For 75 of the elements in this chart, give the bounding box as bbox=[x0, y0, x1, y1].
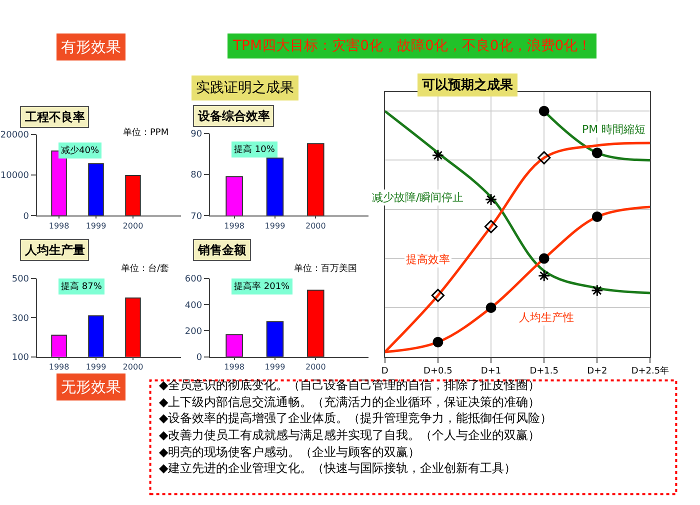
point bbox=[486, 302, 496, 313]
y-tick-label: 400 bbox=[184, 300, 202, 311]
text: TPM四大目标：灾害0化，故障0化，不良0化，浪费0化！ bbox=[232, 38, 592, 54]
bar bbox=[307, 290, 324, 357]
annotation: 减少40% bbox=[61, 145, 100, 156]
x-tick-label: 1998 bbox=[224, 362, 244, 372]
x-tick-label: D+2 bbox=[587, 366, 608, 377]
bar bbox=[226, 334, 243, 357]
x-tick-label: 1999 bbox=[86, 221, 106, 230]
series-label: PM 時間縮短 bbox=[582, 123, 646, 136]
point bbox=[538, 270, 550, 282]
series-label: 人均生产性 bbox=[519, 311, 574, 324]
y-tick-label: 600 bbox=[184, 274, 202, 285]
point bbox=[431, 288, 445, 302]
y-tick-label: 0 bbox=[23, 212, 30, 222]
chart-title: 销售金额 bbox=[197, 243, 247, 257]
point bbox=[537, 151, 551, 164]
y-tick-label: 80 bbox=[190, 170, 202, 181]
x-tick-label: D+0.5 bbox=[424, 366, 452, 377]
point bbox=[484, 220, 498, 234]
series-label: 提高效率 bbox=[406, 253, 450, 266]
x-tick-label: 1998 bbox=[48, 221, 70, 230]
y-tick-label: 10000 bbox=[0, 171, 30, 182]
x-tick-label: 1998 bbox=[224, 221, 244, 230]
y-tick-label: 70 bbox=[190, 212, 202, 222]
point bbox=[432, 149, 444, 162]
text: ◆全员意识的彻底变化。（自己设备自己管理的自信，排除了扯皮怪圈） bbox=[159, 378, 540, 392]
point bbox=[592, 212, 602, 222]
y-tick-label: 500 bbox=[12, 274, 30, 285]
x-tick-label: 1998 bbox=[48, 362, 70, 372]
text: ◆改善力使员工有成就感与满足感并实现了自我。（个人与企业的双赢） bbox=[159, 428, 540, 442]
text: 实践证明之成果 bbox=[196, 80, 294, 96]
point bbox=[484, 193, 498, 206]
text: ◆上下级内部信息交流通畅。（充满活力的企业循环，保证决策的准确） bbox=[159, 395, 540, 409]
x-tick-label: 2000 bbox=[122, 362, 144, 372]
chart-subtitle: 单位：PPM bbox=[123, 127, 169, 138]
point bbox=[538, 253, 550, 264]
x-tick-label: 2000 bbox=[305, 362, 326, 372]
x-tick-label: 2000 bbox=[122, 221, 144, 230]
y-tick-label: 100 bbox=[12, 353, 30, 364]
y-tick-label: 90 bbox=[190, 130, 202, 140]
series-label: 减少故障/瞬间停止 bbox=[372, 191, 464, 204]
annotation: 提高 87% bbox=[61, 281, 102, 292]
point bbox=[591, 284, 604, 297]
annotation: 提高率 201% bbox=[234, 281, 290, 292]
y-tick-label: 0 bbox=[196, 353, 202, 364]
point bbox=[432, 336, 444, 348]
chart-title: 工程不良率 bbox=[24, 110, 85, 124]
x-tick-label: D bbox=[381, 366, 388, 377]
point bbox=[538, 106, 550, 116]
text: ◆设备效率的提高增强了企业体质。（提升管理竞争力，能抵御任何风险） bbox=[159, 411, 552, 425]
bar bbox=[125, 174, 141, 216]
x-tick-label: D+1.5 bbox=[530, 366, 558, 377]
chart-subtitle: 单位：百万美国 bbox=[294, 263, 357, 274]
y-tick-label: 20000 bbox=[0, 130, 30, 141]
x-tick-label: 1999 bbox=[264, 221, 286, 230]
chart-subtitle: 单位：台/套 bbox=[121, 263, 170, 274]
text: 有形效果 bbox=[61, 38, 121, 56]
point bbox=[592, 148, 602, 158]
x-tick-label: 2000 bbox=[305, 221, 326, 230]
chart-title: 设备综合效率 bbox=[197, 109, 270, 123]
chart-title: 人均生产量 bbox=[24, 243, 85, 257]
y-tick-label: 200 bbox=[184, 326, 202, 337]
bar bbox=[266, 321, 284, 357]
annotation: 提高 10% bbox=[234, 144, 276, 155]
text: ◆明亮的现场使客户感动。（企业与顾客的双赢） bbox=[159, 445, 420, 459]
x-tick-label: D+1 bbox=[480, 366, 502, 377]
y-tick-label: 300 bbox=[12, 314, 30, 324]
bar bbox=[88, 163, 104, 216]
x-tick-label: 1999 bbox=[86, 362, 106, 372]
chart-title: 可以预期之成果 bbox=[421, 77, 514, 93]
text: 无形效果 bbox=[61, 378, 121, 396]
x-tick-label: 1999 bbox=[264, 362, 286, 372]
x-tick-label: D+2.5年 bbox=[631, 366, 670, 377]
text: ◆建立先进的企业管理文化。（快速与国际接轨，企业创新有工具） bbox=[159, 461, 516, 475]
